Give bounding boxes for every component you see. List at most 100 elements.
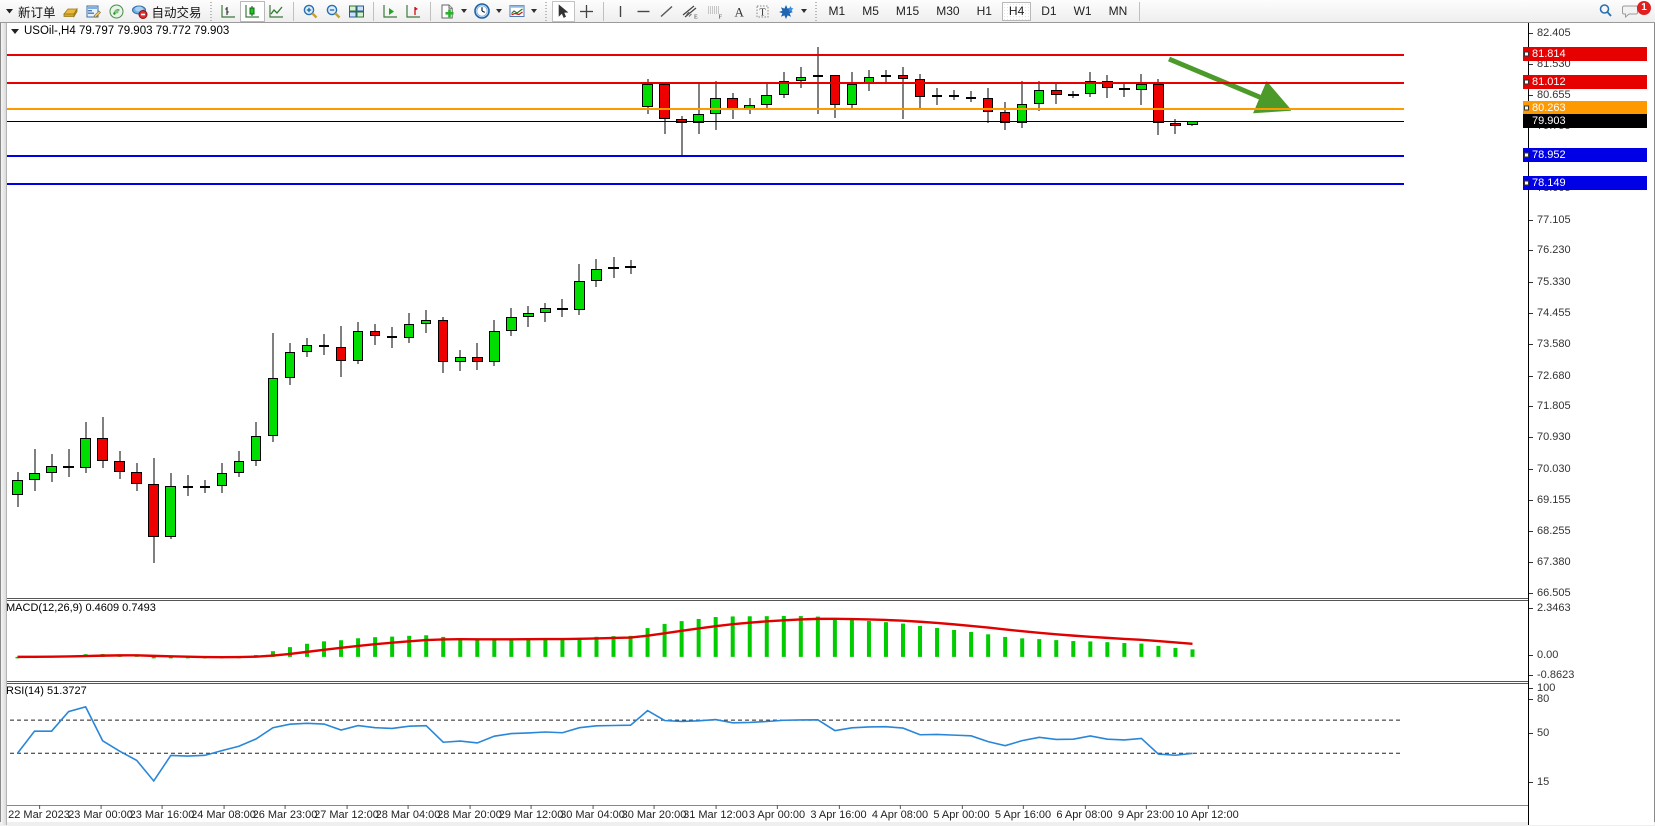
new-chart-button[interactable] — [436, 1, 470, 22]
periods-button[interactable] — [470, 1, 505, 22]
downtrend-arrow[interactable] — [1161, 53, 1291, 123]
candlestick — [420, 309, 432, 333]
text-label-icon: T — [756, 5, 769, 18]
notifications-button[interactable]: 1 — [1618, 0, 1653, 22]
market-watch-button[interactable] — [82, 1, 105, 22]
price-pane[interactable] — [1, 23, 1404, 598]
level-line-81012[interactable] — [1, 82, 1404, 85]
tile-windows-button[interactable] — [345, 1, 368, 22]
candle-body — [846, 84, 858, 106]
search-button[interactable] — [1594, 1, 1618, 22]
chevron-down-icon[interactable] — [11, 28, 19, 34]
current-price-label[interactable]: 79.903 — [1523, 114, 1647, 129]
horizontal-line-button[interactable] — [632, 1, 655, 22]
autoscroll-button[interactable] — [379, 1, 402, 22]
pane-separator-rsi[interactable] — [1, 681, 1530, 684]
timeframe-m1-button[interactable]: M1 — [828, 4, 846, 18]
timeframe-mn-button[interactable]: MN — [1108, 4, 1128, 18]
status-bar — [0, 822, 1655, 826]
vertical-line-button[interactable] — [609, 1, 632, 22]
timeframe-m15-button[interactable]: M15 — [895, 4, 920, 18]
candle-body — [489, 330, 500, 363]
label-drag-handle[interactable] — [1524, 105, 1529, 111]
gold-bar-button[interactable] — [59, 1, 82, 22]
candle-body — [506, 316, 517, 331]
price-tick: 77.105 — [1529, 214, 1571, 226]
candlestick — [250, 422, 262, 467]
price-label-text: 80.263 — [1532, 102, 1566, 115]
chevron-down-icon[interactable] — [800, 9, 807, 13]
timeframe-w1-button[interactable]: W1 — [1073, 4, 1092, 18]
navigator-button[interactable] — [105, 1, 128, 22]
price-tick: 67.380 — [1529, 556, 1571, 568]
macd-histogram-bar — [781, 615, 786, 657]
new-order-label: 新订单 — [18, 5, 56, 20]
timeframe-m30-button[interactable]: M30 — [936, 4, 960, 18]
fibonacci-button[interactable]: F — [703, 1, 728, 22]
support-label-78952[interactable]: 78.952 — [1523, 147, 1647, 162]
price-tick: 72.680 — [1529, 370, 1571, 382]
timeframe-d1-button[interactable]: D1 — [1041, 4, 1057, 18]
shapes-button[interactable] — [774, 1, 810, 22]
chevron-down-icon[interactable] — [460, 9, 467, 13]
equidistant-channel-icon: E — [682, 5, 698, 20]
crosshair-button[interactable] — [575, 1, 598, 22]
candlestick — [846, 71, 858, 109]
zoom-in-button[interactable] — [299, 1, 322, 22]
navigator-icon — [109, 4, 124, 18]
label-drag-handle[interactable] — [1524, 180, 1529, 186]
level-line-78149[interactable] — [1, 182, 1404, 185]
price-scale[interactable]: 82.40581.53080.65579.75578.88078.00577.1… — [1523, 23, 1654, 825]
horizontal-line-icon — [637, 10, 650, 12]
pivot-label-80263[interactable]: 80.263 — [1523, 101, 1647, 116]
trendline-button[interactable] — [655, 1, 678, 22]
candlestick-chart-button[interactable] — [239, 0, 265, 22]
rsi-pane[interactable]: RSI(14) 51.3727 — [1, 684, 1530, 805]
autotrade-button[interactable]: 自动交易 — [128, 1, 205, 22]
timeframe-h4-button[interactable]: H4 — [1001, 1, 1032, 21]
time-scale[interactable]: 22 Mar 2023 23 Mar 00:00 23 Mar 16:00 24 Ma… — [1, 805, 1530, 825]
timeframe-h1-button[interactable]: H1 — [976, 4, 992, 18]
toolbar-separator — [602, 1, 604, 21]
candlestick — [1136, 73, 1147, 106]
equidistant-channel-button[interactable]: E — [678, 1, 703, 22]
level-line-80263[interactable] — [1, 108, 1404, 111]
chart-shift-button[interactable] — [402, 1, 425, 22]
label-drag-handle[interactable] — [1524, 79, 1529, 85]
bar-chart-button[interactable] — [217, 1, 240, 22]
text-label-button[interactable]: A — [728, 1, 751, 22]
candlestick — [12, 471, 23, 507]
candlestick — [29, 448, 40, 492]
label-drag-handle[interactable] — [1524, 51, 1529, 57]
support-label-78149[interactable]: 78.149 — [1523, 175, 1647, 190]
label-drag-handle[interactable] — [1524, 152, 1529, 158]
level-line-79903[interactable] — [1, 121, 1404, 123]
text-box-button[interactable]: T — [751, 1, 774, 22]
level-line-81814[interactable] — [1, 53, 1404, 56]
zoom-out-button[interactable] — [322, 1, 345, 22]
candlestick — [454, 350, 466, 372]
new-order-button[interactable]: 新订单 — [2, 1, 59, 22]
line-chart-button[interactable] — [265, 1, 288, 22]
chevron-down-icon[interactable] — [530, 9, 537, 13]
candle-body — [182, 485, 194, 488]
candle-body — [1119, 87, 1130, 90]
macd-histogram-bar — [986, 634, 991, 657]
candle-body — [369, 330, 381, 337]
pane-separator-macd[interactable] — [1, 598, 1530, 601]
timeframe-m5-button[interactable]: M5 — [862, 4, 879, 18]
resistance-label-81814[interactable]: 81.814 — [1523, 46, 1647, 61]
cursor-button[interactable] — [551, 0, 575, 22]
candle-body — [454, 357, 466, 363]
level-line-78952[interactable] — [1, 154, 1404, 157]
candlestick — [999, 101, 1011, 131]
chart-window[interactable]: USOil-,H4 79.797 79.903 79.772 79.903 MA… — [0, 23, 1655, 826]
macd-histogram-bar — [492, 639, 497, 657]
macd-pane[interactable]: MACD(12,26,9) 0.4609 0.7493 — [1, 601, 1530, 681]
svg-text:F: F — [718, 14, 722, 20]
candlestick — [863, 70, 875, 92]
chevron-down-icon[interactable] — [495, 9, 502, 13]
candle-body — [659, 84, 670, 120]
templates-button[interactable] — [505, 1, 540, 22]
resistance-label-81012[interactable]: 81.012 — [1523, 75, 1647, 90]
